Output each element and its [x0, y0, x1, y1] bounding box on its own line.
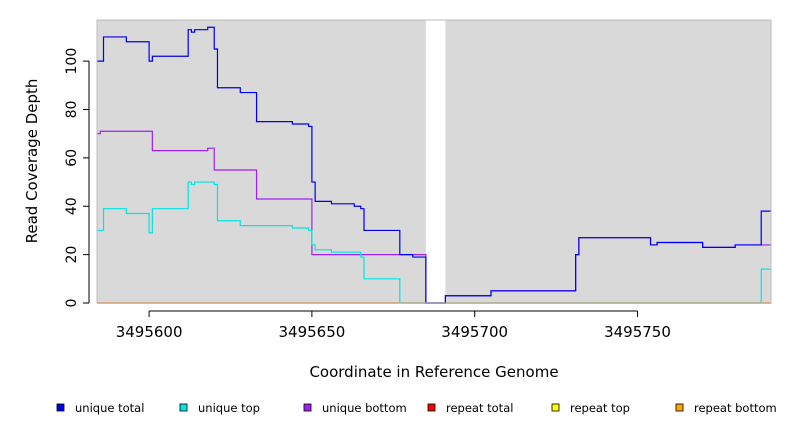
legend: unique total unique top unique bottom repea…	[56, 401, 777, 415]
legend-swatch	[551, 403, 560, 412]
legend-swatch	[303, 403, 312, 412]
y-axis-label: Read Coverage Depth	[23, 79, 41, 244]
legend-swatch	[179, 403, 188, 412]
x-tick-label: 3495600	[116, 323, 183, 341]
legend-label: repeat top	[570, 401, 630, 415]
legend-label: unique top	[198, 401, 260, 415]
legend-label: repeat total	[446, 401, 513, 415]
legend-item: repeat bottom	[675, 401, 777, 415]
y-tick-label: 60	[64, 149, 80, 167]
series-unique-total	[97, 26, 771, 304]
x-axis-label: Coordinate in Reference Genome	[309, 363, 558, 381]
legend-item: unique total	[56, 401, 144, 415]
gap-region-0	[425, 20, 446, 303]
y-tick-label: 20	[64, 246, 80, 264]
legend-item: repeat total	[427, 401, 513, 415]
gap-regions	[425, 20, 446, 303]
legend-swatch	[56, 403, 65, 412]
y-tick-label: 100	[64, 48, 80, 75]
y-tick-label: 0	[64, 299, 80, 308]
y-tick-label: 80	[64, 101, 80, 119]
legend-label: unique bottom	[322, 401, 407, 415]
y-axis: 0 20 40 60 80 100	[64, 48, 90, 308]
legend-swatch	[675, 403, 684, 412]
legend-label: repeat bottom	[694, 401, 777, 415]
x-axis: 3495600 3495650 3495700 3495750	[116, 310, 671, 341]
legend-swatch	[427, 403, 436, 412]
x-tick-label: 3495750	[604, 323, 671, 341]
x-tick-label: 3495700	[441, 323, 508, 341]
legend-label: unique total	[75, 401, 144, 415]
legend-item: unique top	[179, 401, 260, 415]
y-tick-label: 40	[64, 197, 80, 215]
series-unique-top	[97, 181, 771, 304]
plot-frame	[96, 19, 772, 304]
legend-item: unique bottom	[303, 401, 407, 415]
legend-item: repeat top	[551, 401, 630, 415]
x-tick-label: 3495650	[278, 323, 345, 341]
